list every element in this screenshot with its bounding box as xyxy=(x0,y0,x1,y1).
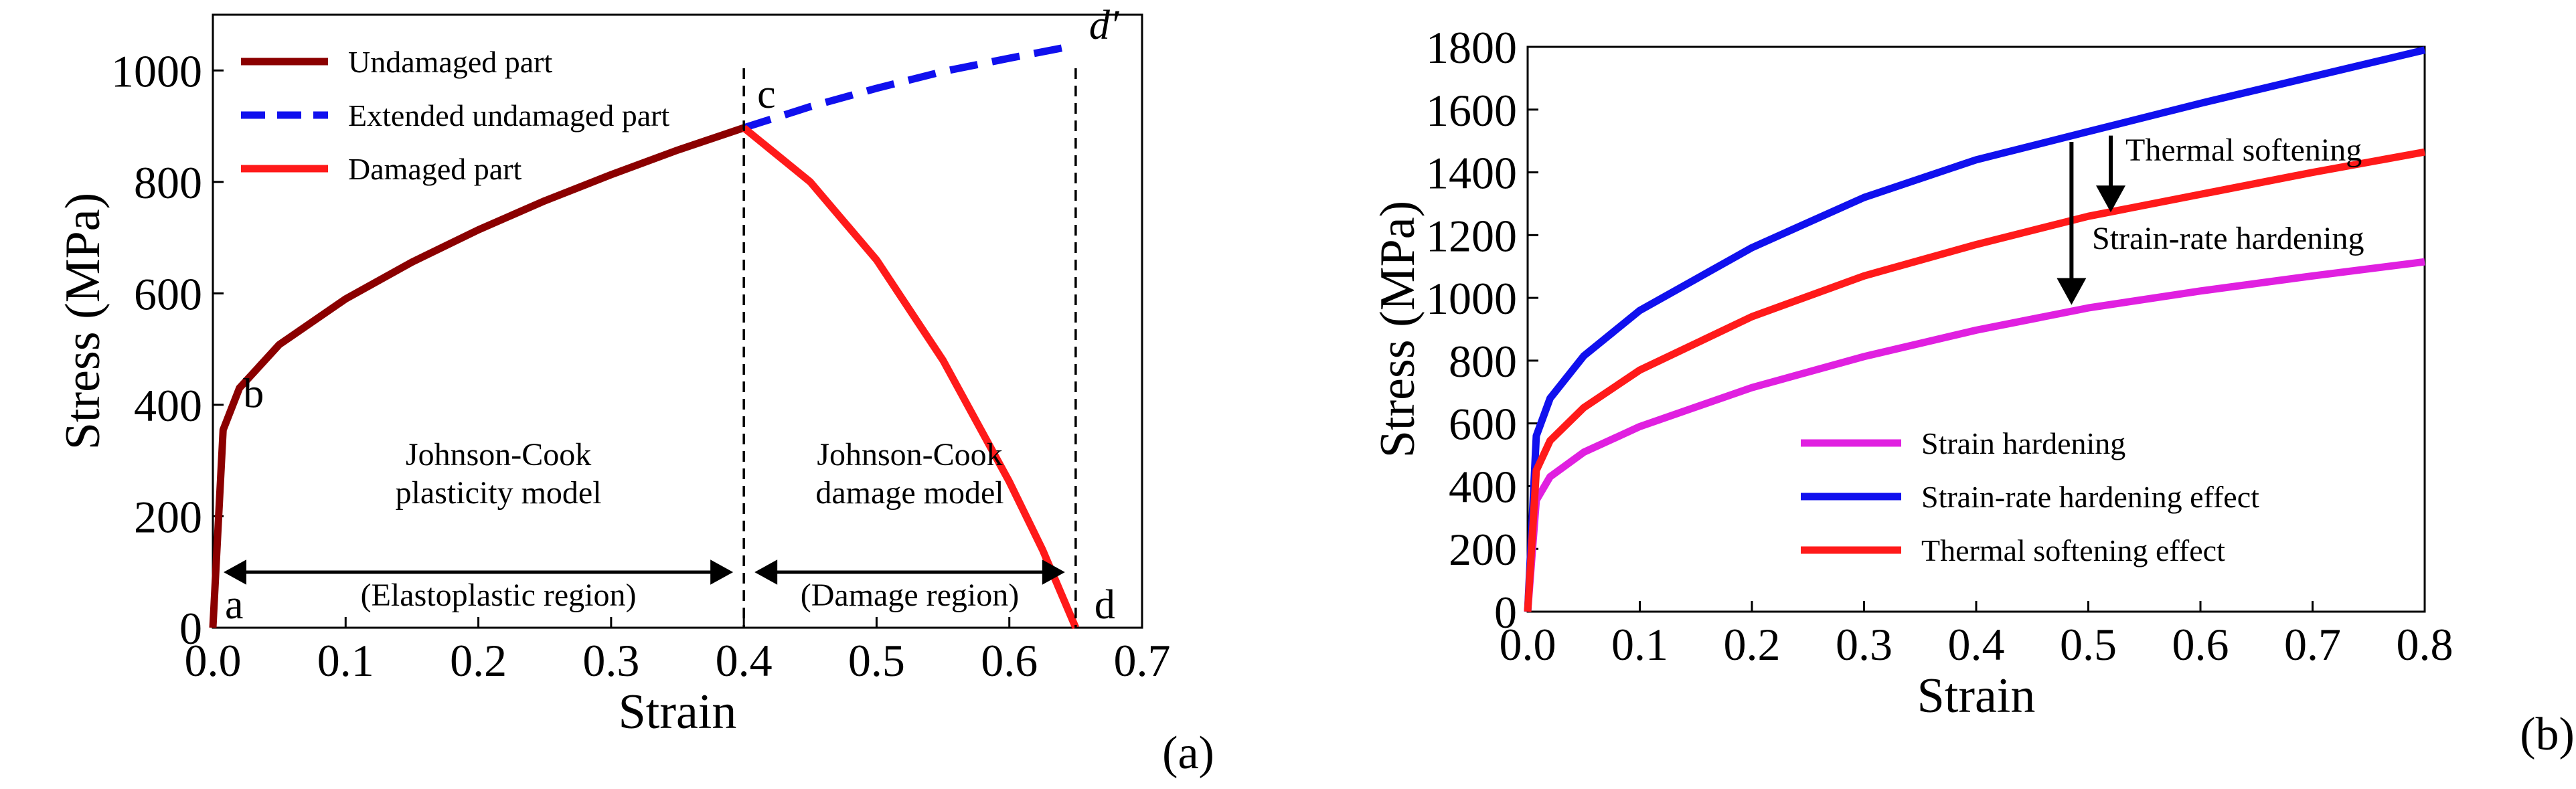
point-label-d: d xyxy=(1095,582,1115,628)
series-line-2 xyxy=(742,41,1076,132)
y-tick-label: 400 xyxy=(1449,461,1517,512)
y-tick-label: 800 xyxy=(1449,336,1517,387)
annotation-arrow-head xyxy=(2096,185,2125,213)
y-tick-label: 600 xyxy=(134,268,202,319)
annotation-arrow-head xyxy=(2057,278,2087,305)
y-tick-label: 600 xyxy=(1449,399,1517,450)
series-line-3 xyxy=(741,124,1079,630)
point-label-b: b xyxy=(243,371,264,416)
region-arrow-head-right xyxy=(1042,559,1065,585)
x-tick-label: 0.1 xyxy=(317,635,374,686)
legend-entry-3: Thermal softening effect xyxy=(1921,533,2225,567)
y-axis-label: Stress (MPa) xyxy=(56,193,110,450)
series-line-3 xyxy=(1524,148,2425,612)
annotation-text: Thermal softening xyxy=(2125,133,2362,168)
x-axis-label: Strain xyxy=(1917,669,2036,723)
region-name: (Elastoplastic region) xyxy=(361,578,637,613)
y-tick-label: 0 xyxy=(1494,587,1517,638)
chart-panel-a: 0.0 0.1 0.2 0.3 0.4 0.5 0.6 0.7 0 200 400 600 800 100… xyxy=(56,3,1214,779)
x-tick-label: 0.1 xyxy=(1611,619,1668,670)
point-label-a: a xyxy=(225,582,244,628)
y-tick-label: 1800 xyxy=(1426,22,1517,73)
x-tick-label: 0.5 xyxy=(848,635,905,686)
region-model-title: Johnson-Cook xyxy=(406,437,591,472)
legend-entry-1: Undamaged part xyxy=(348,45,552,79)
x-tick-label: 0.2 xyxy=(1724,619,1781,670)
x-tick-label: 0.6 xyxy=(2172,619,2229,670)
y-tick-label: 1000 xyxy=(1426,273,1517,324)
series-line-1 xyxy=(1524,258,2425,612)
y-tick-label: 1000 xyxy=(111,46,202,96)
point-label-d-prime: d′ xyxy=(1089,3,1120,48)
region-model-subtitle: damage model xyxy=(815,475,1003,511)
x-tick-label: 0.4 xyxy=(716,635,773,686)
plot-frame xyxy=(212,13,1143,629)
region-model-title: Johnson-Cook xyxy=(817,437,1002,472)
annotation-text: Strain-rate hardening xyxy=(2092,221,2364,256)
region-arrow-head-left xyxy=(224,559,246,585)
panel-label: (b) xyxy=(2520,709,2575,760)
region-name: (Damage region) xyxy=(801,578,1020,613)
x-tick-label: 0.3 xyxy=(1836,619,1893,670)
x-tick-label: 0.6 xyxy=(981,635,1038,686)
y-tick-label: 200 xyxy=(134,491,202,542)
legend-entry-2: Extended undamaged part xyxy=(348,98,669,133)
y-axis-label: Stress (MPa) xyxy=(1370,201,1425,458)
x-tick-label: 0.3 xyxy=(582,635,639,686)
y-tick-label: 0 xyxy=(179,603,202,654)
x-tick-label: 0.0 xyxy=(1500,619,1556,670)
y-tick-label: 800 xyxy=(134,157,202,208)
point-label-c: c xyxy=(757,72,776,117)
region-arrow-head-left xyxy=(754,559,778,585)
region-model-subtitle: plasticity model xyxy=(396,475,602,511)
series-line-2 xyxy=(1524,46,2426,612)
y-tick-label: 400 xyxy=(134,380,202,431)
x-tick-label: 0.8 xyxy=(2397,619,2453,670)
legend-entry-3: Damaged part xyxy=(348,152,521,186)
x-tick-label: 0.4 xyxy=(1948,619,2005,670)
legend-entry-2: Strain-rate hardening effect xyxy=(1921,480,2259,514)
y-tick-label: 1200 xyxy=(1426,210,1517,261)
y-tick-label: 200 xyxy=(1449,524,1517,575)
chart-panel-b: 0.0 0.1 0.2 0.3 0.4 0.5 0.6 0.7 0.8 0 200 400 600 800… xyxy=(1370,22,2575,760)
x-tick-label: 0.2 xyxy=(450,635,507,686)
y-tick-label: 1600 xyxy=(1426,85,1517,136)
series-line-1 xyxy=(209,124,745,628)
panel-label: (a) xyxy=(1162,727,1214,779)
y-tick-label: 1400 xyxy=(1426,148,1517,199)
legend-entry-1: Strain hardening xyxy=(1921,426,2125,460)
x-axis-label: Strain xyxy=(619,685,737,739)
x-tick-label: 0.0 xyxy=(185,635,242,686)
region-arrow-head-right xyxy=(710,559,734,585)
x-tick-label: 0.7 xyxy=(1114,635,1171,686)
x-tick-label: 0.5 xyxy=(2060,619,2117,670)
x-tick-label: 0.7 xyxy=(2284,619,2341,670)
